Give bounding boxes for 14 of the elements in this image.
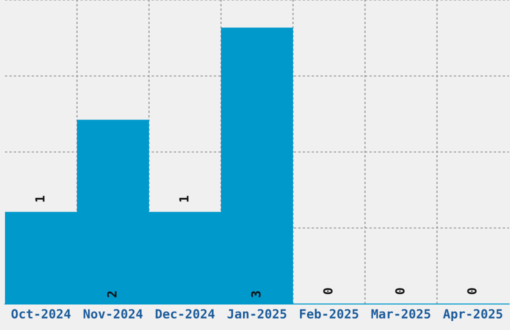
data-label: 0 — [395, 288, 405, 294]
data-label: 1 — [179, 196, 188, 202]
x-tick-label: Apr-2025 — [443, 309, 502, 321]
data-label: 1 — [35, 196, 44, 202]
data-label: 2 — [107, 291, 116, 298]
data-label: 0 — [323, 288, 333, 294]
data-label: 3 — [251, 291, 261, 298]
x-tick-label: Feb-2025 — [300, 308, 358, 319]
x-tick-label: Nov-2024 — [84, 309, 143, 319]
data-label: 0 — [467, 288, 477, 294]
x-tick-label: Oct-2024 — [11, 309, 71, 319]
x-tick-label: Dec-2024 — [156, 309, 215, 319]
x-tick-label: Jan-2025 — [228, 309, 286, 319]
x-tick-label: Mar-2025 — [371, 309, 430, 319]
